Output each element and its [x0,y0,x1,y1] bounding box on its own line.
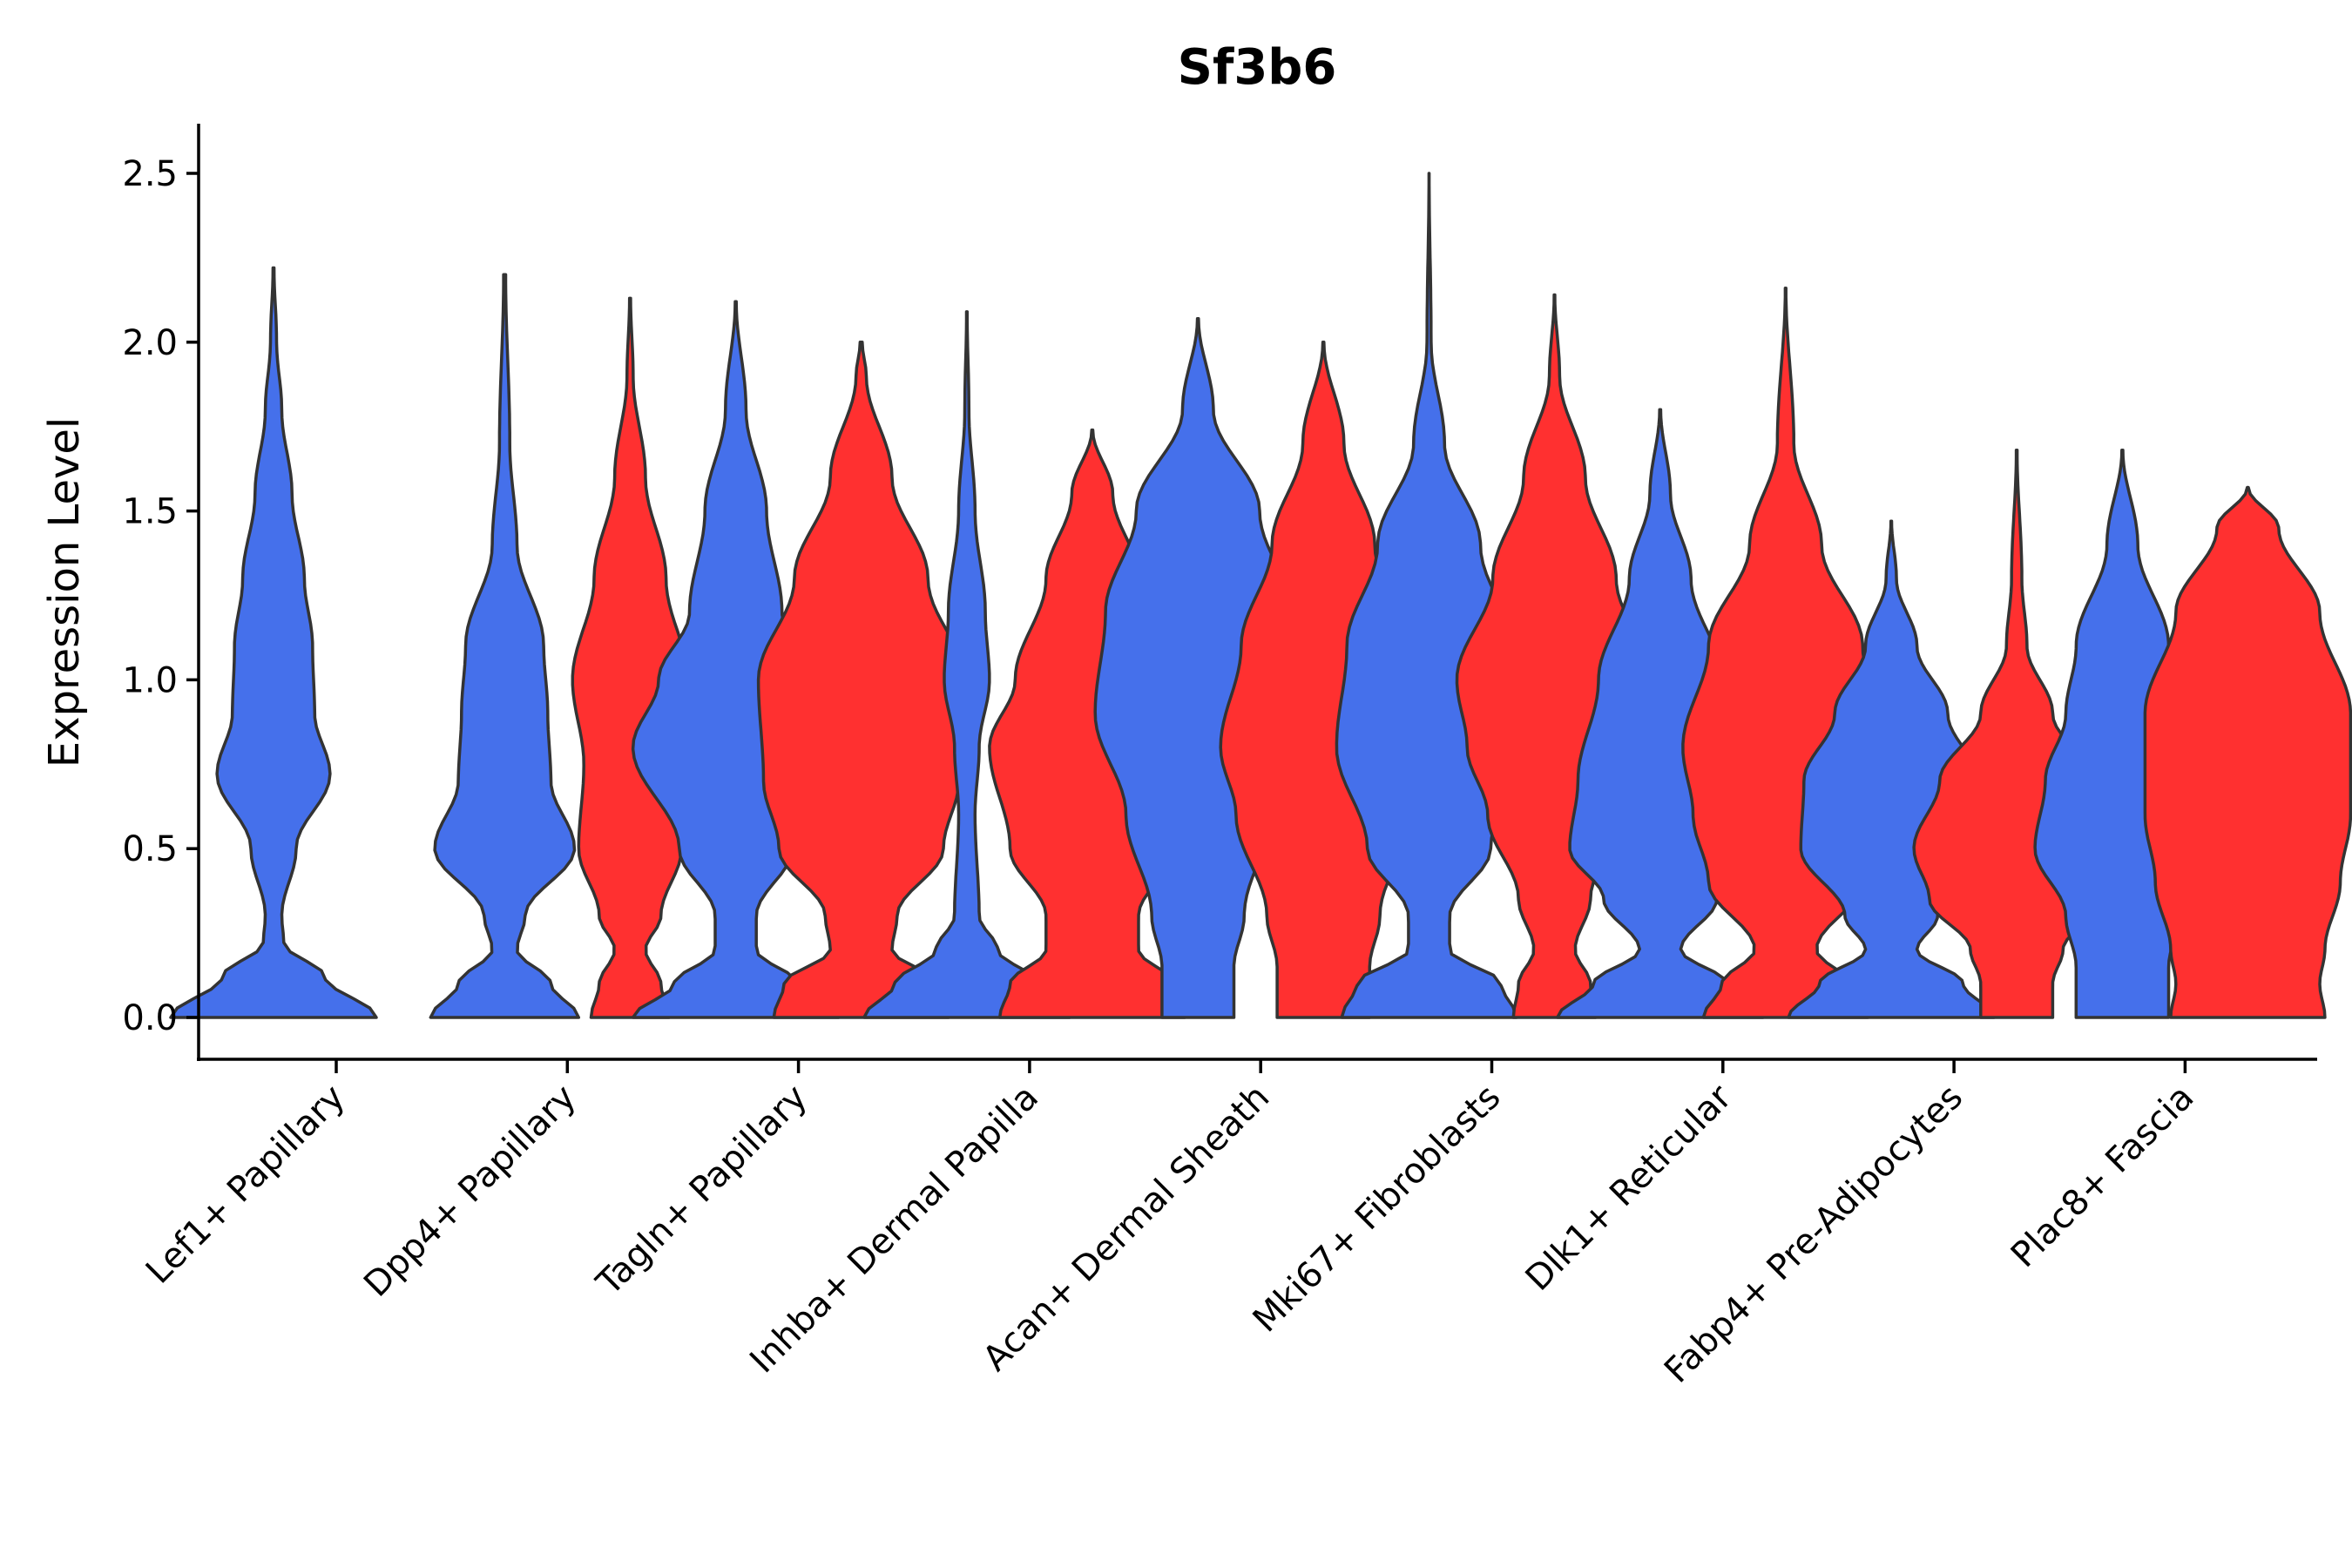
y-axis-title: Expression Level [40,417,89,768]
x-tick-label: Mki67+ Fibroblasts [1246,1078,1509,1341]
violin-group1-3 [862,310,1071,1019]
violin-layer [169,172,2352,1019]
y-tick-label: 1.5 [122,492,178,532]
y-tick-label: 1.0 [122,660,178,700]
violin-group1-0 [169,266,378,1019]
y-tick-label: 0.5 [122,829,178,869]
violin-group1-1 [429,273,581,1019]
violin-group2-8 [2143,485,2352,1019]
y-ticks: 0.0 0.5 1.0 1.5 2.0 2.5 [122,154,199,1038]
x-tick-label: Plac8+ Fascia [2004,1078,2202,1276]
y-tick-label: 2.5 [122,154,178,194]
x-ticks: Lef1+ Papillary Dpp4+ Papillary Tagln+ Pap… [139,1059,2202,1391]
y-tick-label: 2.0 [122,323,178,363]
y-tick-label: 0.0 [122,998,178,1038]
axes [197,124,2317,1061]
violin-group2-2 [756,341,966,1019]
x-tick-label: Dpp4+ Papillary [356,1078,584,1305]
x-tick-label: Tagln+ Papillary [589,1078,815,1304]
x-tick-label: Dlk1+ Reticular [1518,1077,1740,1299]
chart-title: Sf3b6 [1178,39,1337,96]
x-tick-label: Lef1+ Papillary [139,1078,353,1292]
